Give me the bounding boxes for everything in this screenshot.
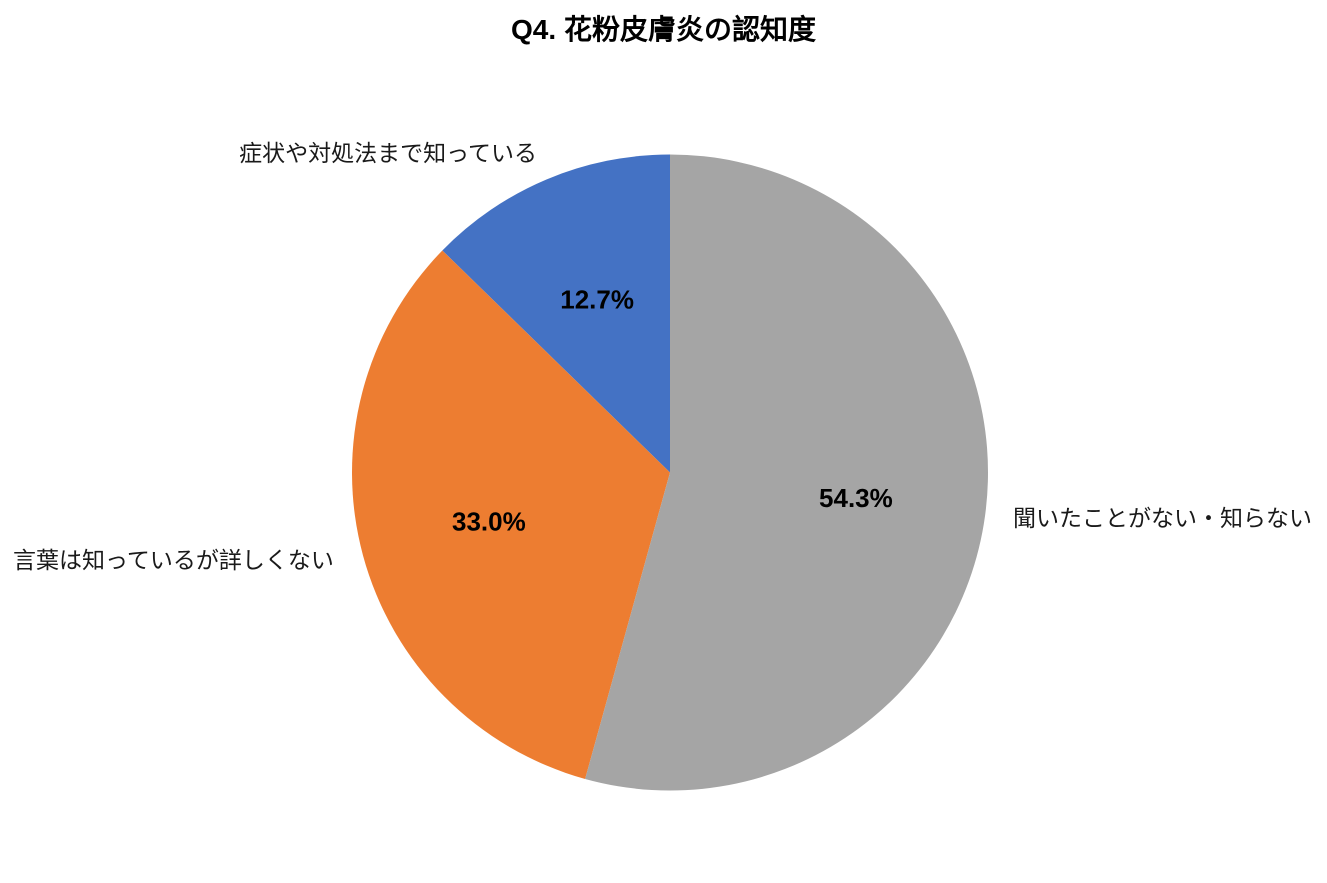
pie-slice-value-0: 12.7% (560, 285, 634, 315)
pie-slice-1 (352, 250, 670, 779)
pie-slice-value-1: 33.0% (452, 506, 526, 536)
slice-label-knows-word-only: 言葉は知っているが詳しくない (13, 547, 334, 573)
pie-slice-value-2: 54.3% (819, 483, 893, 513)
slice-label-knows-symptoms-and-remedies: 症状や対処法まで知っている (239, 140, 537, 166)
pie-slice-2 (585, 154, 989, 791)
slice-label-never-heard: 聞いたことがない・知らない (1013, 505, 1312, 531)
pie-slice-0 (442, 154, 670, 473)
chart-title: Q4. 花粉皮膚炎の認知度 (511, 14, 816, 45)
